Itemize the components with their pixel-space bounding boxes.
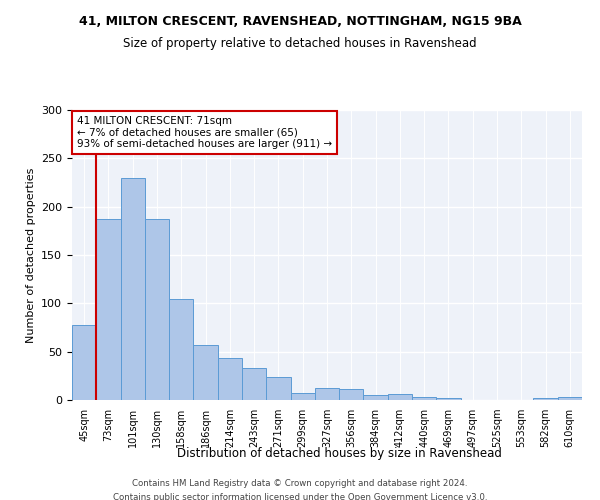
Bar <box>533 398 558 400</box>
Y-axis label: Number of detached properties: Number of detached properties <box>26 168 35 342</box>
Bar <box>339 390 364 400</box>
Bar <box>412 397 436 400</box>
Text: 41 MILTON CRESCENT: 71sqm
← 7% of detached houses are smaller (65)
93% of semi-d: 41 MILTON CRESCENT: 71sqm ← 7% of detach… <box>77 116 332 149</box>
Bar <box>364 395 388 400</box>
Text: Contains public sector information licensed under the Open Government Licence v3: Contains public sector information licen… <box>113 492 487 500</box>
Bar <box>121 178 145 400</box>
Bar <box>436 398 461 400</box>
Text: 41, MILTON CRESCENT, RAVENSHEAD, NOTTINGHAM, NG15 9BA: 41, MILTON CRESCENT, RAVENSHEAD, NOTTING… <box>79 15 521 28</box>
Bar <box>72 324 96 400</box>
Bar <box>266 377 290 400</box>
Bar <box>193 345 218 400</box>
Text: Contains HM Land Registry data © Crown copyright and database right 2024.: Contains HM Land Registry data © Crown c… <box>132 479 468 488</box>
Bar <box>290 393 315 400</box>
Bar <box>218 358 242 400</box>
Text: Distribution of detached houses by size in Ravenshead: Distribution of detached houses by size … <box>176 448 502 460</box>
Bar <box>145 219 169 400</box>
Bar <box>242 368 266 400</box>
Bar <box>315 388 339 400</box>
Text: Size of property relative to detached houses in Ravenshead: Size of property relative to detached ho… <box>123 38 477 51</box>
Bar <box>96 219 121 400</box>
Bar <box>388 394 412 400</box>
Bar <box>558 397 582 400</box>
Bar <box>169 298 193 400</box>
